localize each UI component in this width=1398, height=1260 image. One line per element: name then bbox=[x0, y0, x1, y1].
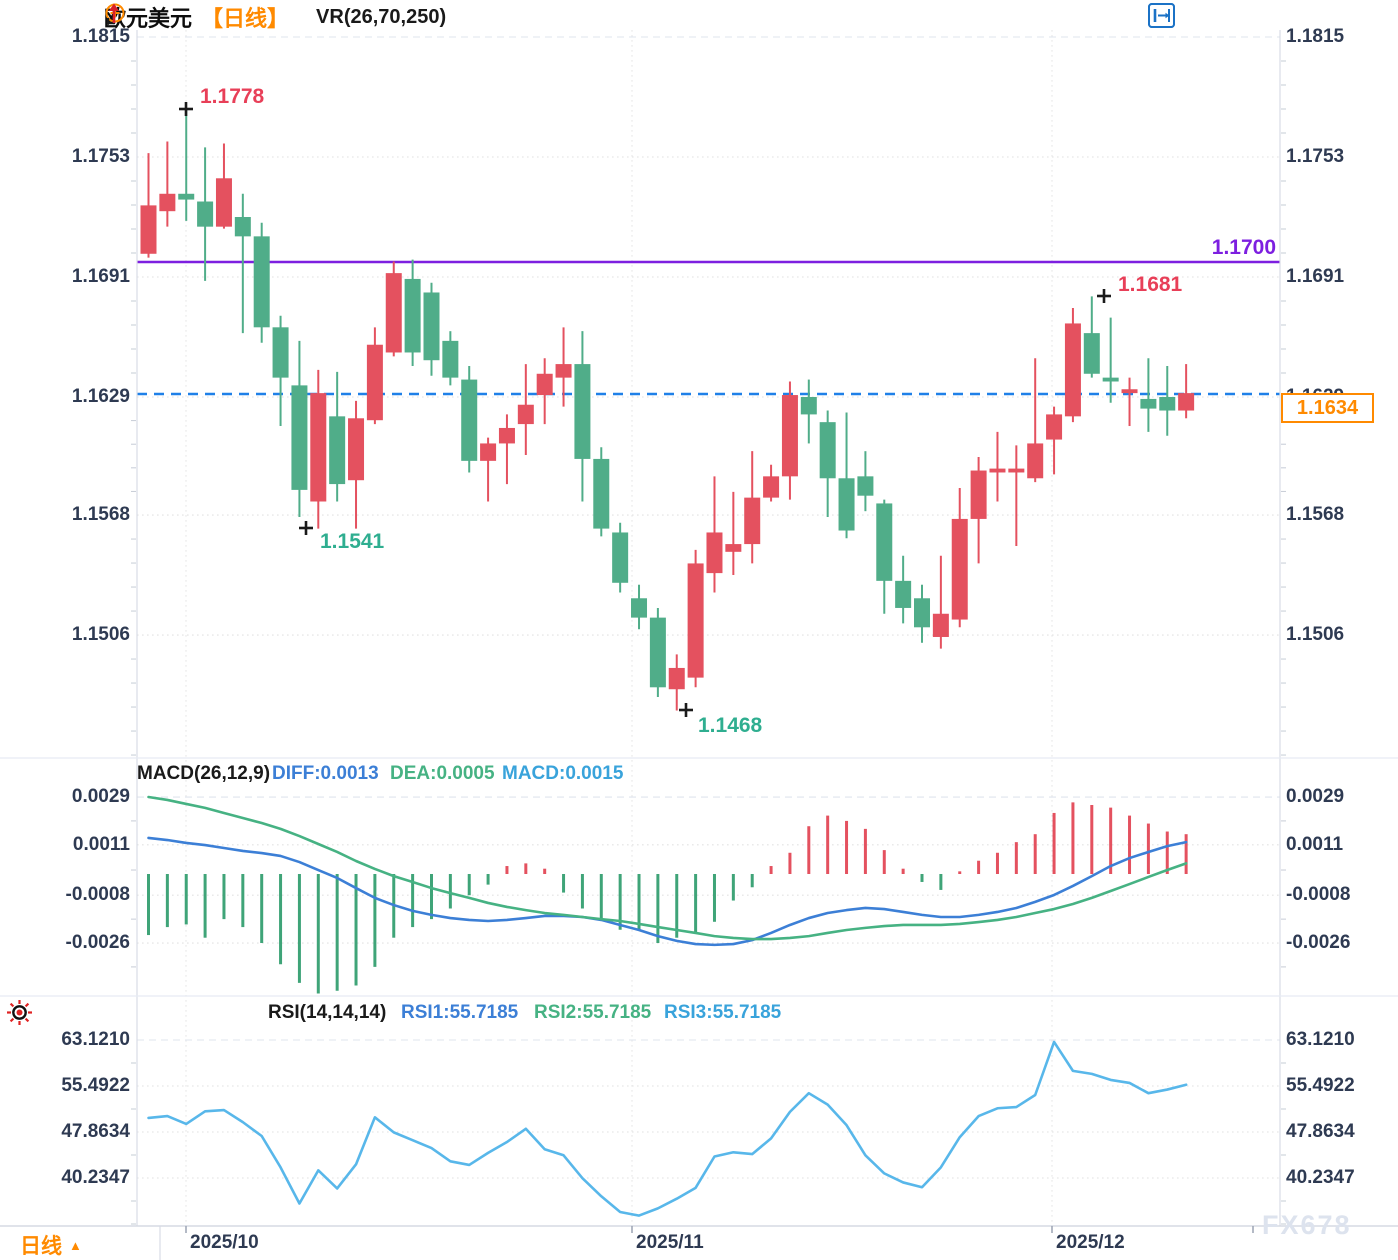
chart-toolbar bbox=[1148, 3, 1274, 28]
timeframe-label: 日线 bbox=[20, 1235, 62, 1258]
macd-histogram bbox=[147, 802, 1188, 994]
y-axis-label-left: -0.0026 bbox=[65, 932, 130, 954]
y-axis-label-left: 1.1568 bbox=[71, 504, 130, 526]
x-axis-label: 2025/12 bbox=[1056, 1232, 1125, 1253]
y-axis-label-right: 1.1568 bbox=[1286, 504, 1345, 526]
y-axis-label-left: 0.0029 bbox=[71, 786, 130, 808]
rsi1-value: RSI1:55.7185 bbox=[401, 1002, 519, 1023]
y-axis-label-left: 1.1753 bbox=[71, 146, 130, 167]
x-axis-label: 2025/10 bbox=[190, 1232, 259, 1253]
y-axis-label-right: -0.0008 bbox=[1286, 884, 1351, 906]
y-axis-label-left: 47.8634 bbox=[61, 1121, 130, 1142]
x-axis-label: 2025/11 bbox=[636, 1232, 704, 1253]
candlestick-series bbox=[140, 108, 1195, 711]
y-axis-label-right: 63.1210 bbox=[1286, 1029, 1355, 1050]
y-axis-label-right: 1.1753 bbox=[1286, 146, 1345, 167]
macd-dea-value: DEA:0.0005 bbox=[390, 763, 495, 784]
triangle-up-icon: ▲ bbox=[69, 1237, 82, 1253]
y-axis-label-left: 0.0011 bbox=[72, 833, 130, 855]
macd-dea-line bbox=[147, 795, 1188, 941]
y-axis-label-left: 1.1691 bbox=[71, 265, 130, 287]
indicator-name[interactable]: VR(26,70,250) bbox=[316, 5, 447, 28]
rsi3-value: RSI3:55.7185 bbox=[664, 1002, 782, 1023]
y-axis-label-right: 1.1815 bbox=[1286, 26, 1345, 47]
macd-settings-label[interactable]: MACD(26,12,9) bbox=[137, 763, 271, 784]
level-line-label: 1.1700 bbox=[1211, 236, 1276, 259]
y-axis-label-right: 0.0029 bbox=[1286, 786, 1345, 808]
current-price-tag: 1.1634 bbox=[1281, 393, 1374, 423]
y-axis-label-right: 0.0011 bbox=[1286, 833, 1344, 855]
rsi-line bbox=[147, 1040, 1188, 1217]
y-axis-label-right: 47.8634 bbox=[1286, 1121, 1355, 1142]
pane-expand-tool-button[interactable] bbox=[1148, 3, 1274, 28]
y-axis-label-left: 63.1210 bbox=[61, 1029, 130, 1050]
y-axis-label-right: -0.0026 bbox=[1286, 932, 1351, 954]
rsi-settings-label[interactable]: RSI(14,14,14) bbox=[268, 1002, 387, 1023]
y-axis-label-right: 40.2347 bbox=[1286, 1166, 1355, 1188]
y-axis-label-left: 1.1506 bbox=[71, 624, 130, 646]
price-annotation-swing-high: 1.1681 bbox=[1118, 273, 1183, 296]
period-tag[interactable]: 【日线】 bbox=[201, 6, 290, 31]
watermark: FX678 bbox=[1262, 1210, 1352, 1240]
price-annotation-swing-low: 1.1541 bbox=[320, 530, 385, 553]
pane-expand-icon bbox=[1148, 3, 1175, 28]
axis-scale-tool-button[interactable] bbox=[1148, 3, 1208, 28]
price-annotation-high: 1.1778 bbox=[200, 85, 265, 108]
extreme-markers bbox=[179, 102, 1111, 717]
y-axis-label-right: 55.4922 bbox=[1286, 1075, 1355, 1096]
y-axis-label-left: 40.2347 bbox=[61, 1166, 130, 1188]
y-axis-label-right: 1.1691 bbox=[1286, 265, 1345, 287]
drawing-tool-button[interactable] bbox=[1149, 3, 1241, 28]
rsi2-value: RSI2:55.7185 bbox=[534, 1002, 652, 1023]
macd-value: MACD:0.0015 bbox=[502, 763, 624, 784]
title-bar: 欧元美元 【日线】 VR(26,70,250) bbox=[104, 2, 446, 32]
macd-diff-line bbox=[147, 836, 1188, 947]
y-axis-label-left: 1.1815 bbox=[71, 26, 130, 47]
price-annotation-low: 1.1468 bbox=[698, 714, 763, 737]
macd-diff-value: DIFF:0.0013 bbox=[272, 763, 379, 784]
symbol-name: 欧元美元 bbox=[104, 6, 193, 31]
timeframe-selector[interactable]: 日线 ▲ bbox=[20, 1230, 82, 1260]
y-axis-label-right: 1.1506 bbox=[1286, 624, 1345, 646]
y-axis-label-left: 1.1629 bbox=[71, 385, 130, 407]
y-axis-label-left: 55.4922 bbox=[61, 1075, 130, 1096]
y-axis-label-left: -0.0008 bbox=[65, 884, 130, 906]
